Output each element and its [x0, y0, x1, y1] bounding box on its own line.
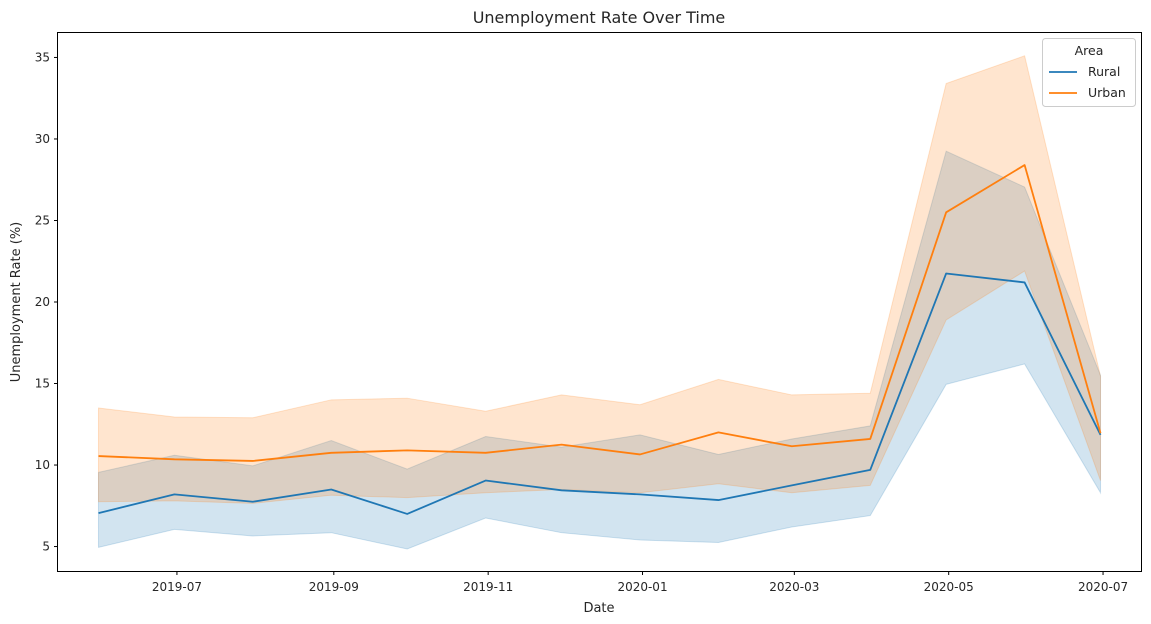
legend-box: [1042, 38, 1136, 107]
legend-title: Area: [1075, 43, 1104, 58]
confidence-bands: [97, 55, 1102, 550]
x-tick-label: 2020-03: [769, 580, 819, 594]
y-axis: 5 10 15 20 25 30 35: [35, 50, 58, 554]
x-axis-title: Date: [583, 601, 614, 616]
x-tick-label: 2019-09: [309, 580, 359, 594]
legend-label-rural: Rural: [1088, 64, 1120, 79]
x-tick-label: 2020-05: [924, 580, 974, 594]
y-tick-label: 25: [35, 213, 50, 227]
chart-title: Unemployment Rate Over Time: [473, 8, 726, 27]
y-tick-label: 30: [35, 132, 50, 146]
legend-label-urban: Urban: [1088, 85, 1126, 100]
y-axis-title: Unemployment Rate (%): [9, 222, 24, 383]
ci-band-rural: [97, 150, 1102, 550]
x-tick-label: 2020-07: [1078, 580, 1128, 594]
y-tick-label: 15: [35, 377, 50, 391]
y-tick-label: 20: [35, 295, 50, 309]
y-tick-label: 5: [42, 540, 50, 554]
series-lines: [98, 164, 1102, 515]
series-line-urban: [98, 164, 1102, 462]
x-axis: 2019-07 2019-09 2019-11 2020-01 2020-03 2020-…: [152, 571, 1128, 594]
series-line-rural: [98, 272, 1102, 515]
x-tick-label: 2019-07: [152, 580, 202, 594]
x-tick-label: 2019-11: [463, 580, 513, 594]
x-tick-label: 2020-01: [617, 580, 667, 594]
legend[interactable]: Area Rural Urban: [1042, 38, 1136, 107]
y-tick-label: 10: [35, 458, 50, 472]
plot-frame: [57, 32, 1142, 572]
y-tick-label: 35: [35, 50, 50, 64]
ci-band-urban: [97, 55, 1102, 504]
